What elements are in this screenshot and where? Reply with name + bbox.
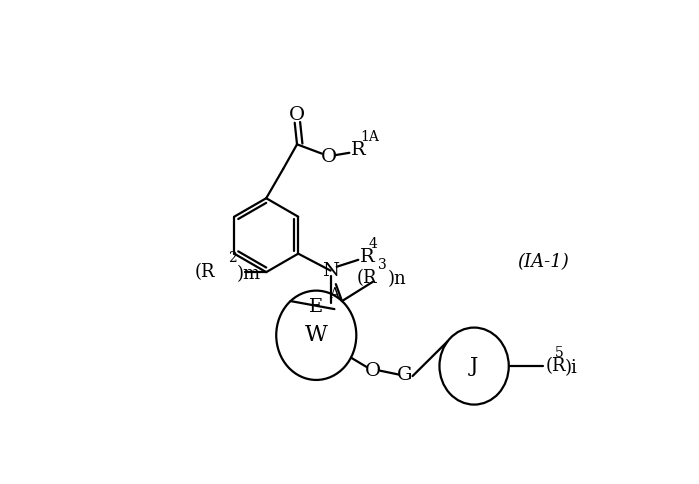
Text: G: G [397,365,412,383]
Text: W: W [305,324,328,346]
Text: (R: (R [195,263,215,281]
Text: R: R [360,248,375,266]
Text: N: N [322,261,339,280]
Text: O: O [322,148,338,166]
Text: (R: (R [356,269,377,287]
Text: (R: (R [546,357,566,375]
Text: R: R [351,141,366,159]
Text: (IA-1): (IA-1) [517,253,569,271]
Text: 5: 5 [555,346,563,360]
Text: A: A [329,287,339,302]
Text: 3: 3 [378,258,387,272]
Text: O: O [289,106,305,124]
Text: 1A: 1A [360,130,379,144]
Text: )m: )m [237,265,261,283]
Text: )n: )n [387,271,406,288]
Text: O: O [364,362,380,380]
Text: 2: 2 [228,251,236,265]
Text: E: E [309,298,323,316]
Text: )i: )i [564,359,577,377]
Text: J: J [470,357,478,376]
Text: 4: 4 [368,237,377,251]
